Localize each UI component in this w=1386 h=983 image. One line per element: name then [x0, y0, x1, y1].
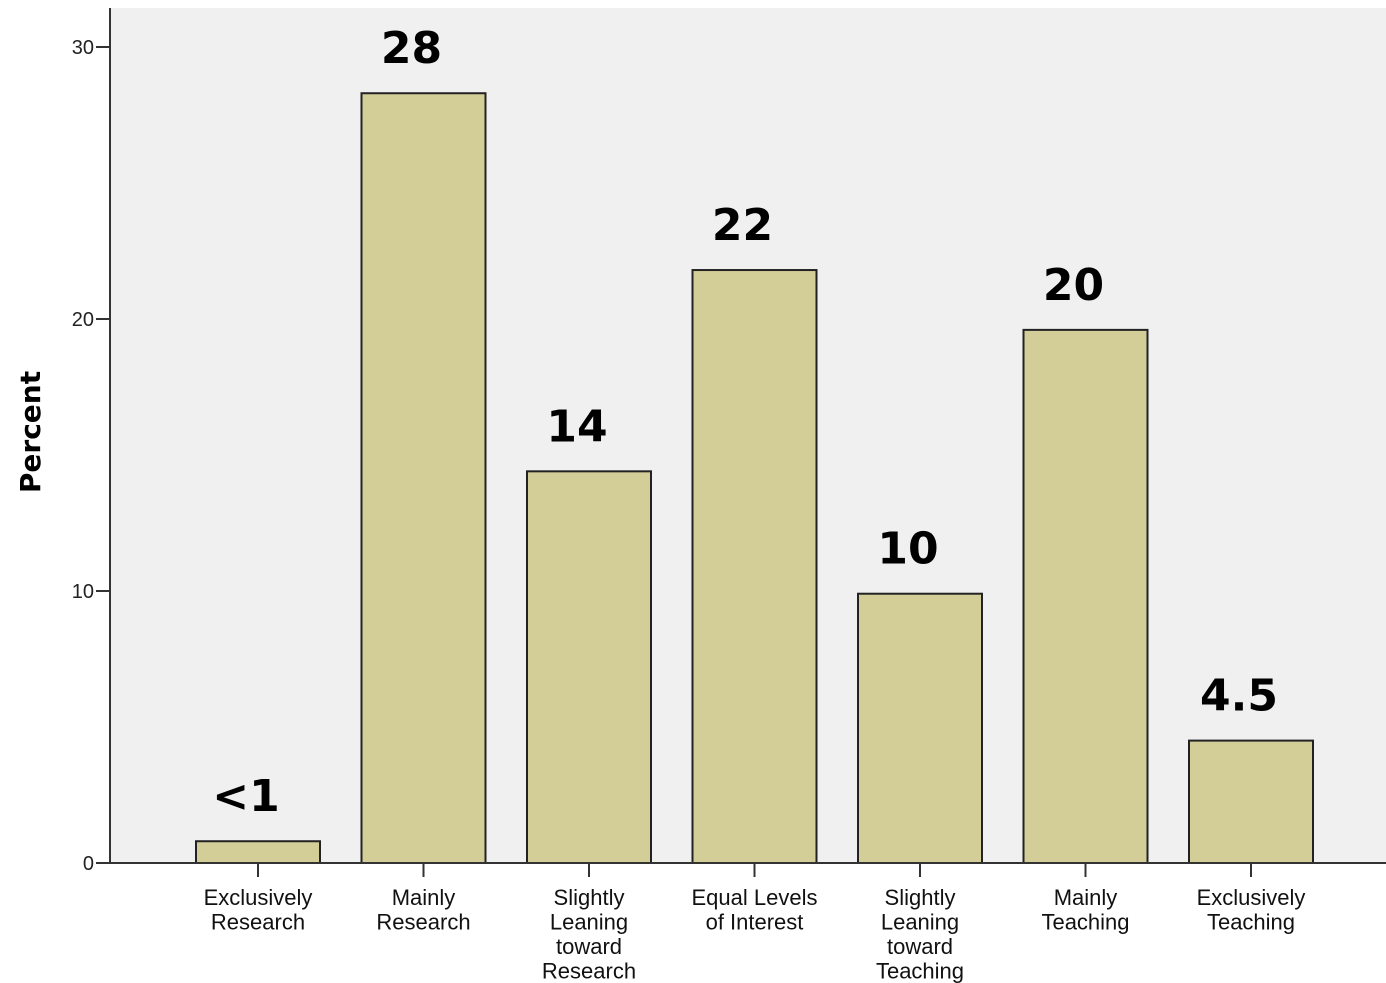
x-tick-label-3: Equal Levels of Interest: [692, 885, 818, 935]
y-tick-label-0: 0: [83, 853, 94, 875]
data-label-1: 28: [381, 23, 442, 74]
data-label-0: <1: [212, 771, 279, 822]
data-label-4: 10: [877, 524, 938, 575]
bar-6: [1188, 739, 1314, 864]
data-label-6: 4.5: [1200, 671, 1278, 722]
bar-3: [691, 269, 818, 865]
x-ticks-layer: Exclusively Research Mainly Research Slightl…: [204, 863, 1306, 983]
data-labels-layer: <1 28 14 22 10 20 4.5: [212, 23, 1278, 822]
y-ticks-layer: 0 10 20 30: [72, 37, 110, 875]
x-tick-label-1: Mainly Research: [376, 885, 470, 935]
bars-layer: [195, 92, 1314, 865]
bar-1: [360, 92, 487, 865]
bar-4: [857, 592, 983, 864]
x-tick-label-0: Exclusively Research: [204, 885, 313, 935]
y-tick-label-30: 30: [72, 37, 94, 59]
data-label-5: 20: [1043, 260, 1104, 311]
x-tick-label-5: Mainly Teaching: [1041, 885, 1129, 935]
x-tick-label-2: Slightly Leaning toward Research: [542, 885, 636, 983]
data-label-3: 22: [712, 200, 773, 251]
x-tick-label-4: Slightly Leaning toward Teaching: [876, 885, 964, 983]
y-axis-title: Percent: [14, 371, 47, 493]
x-tick-label-6: Exclusively Teaching: [1197, 885, 1306, 935]
bar-0: [195, 840, 321, 864]
y-tick-label-20: 20: [72, 309, 94, 331]
y-tick-label-10: 10: [72, 581, 94, 603]
bar-5: [1022, 328, 1149, 864]
data-label-2: 14: [546, 401, 607, 452]
bar-2: [526, 470, 652, 864]
